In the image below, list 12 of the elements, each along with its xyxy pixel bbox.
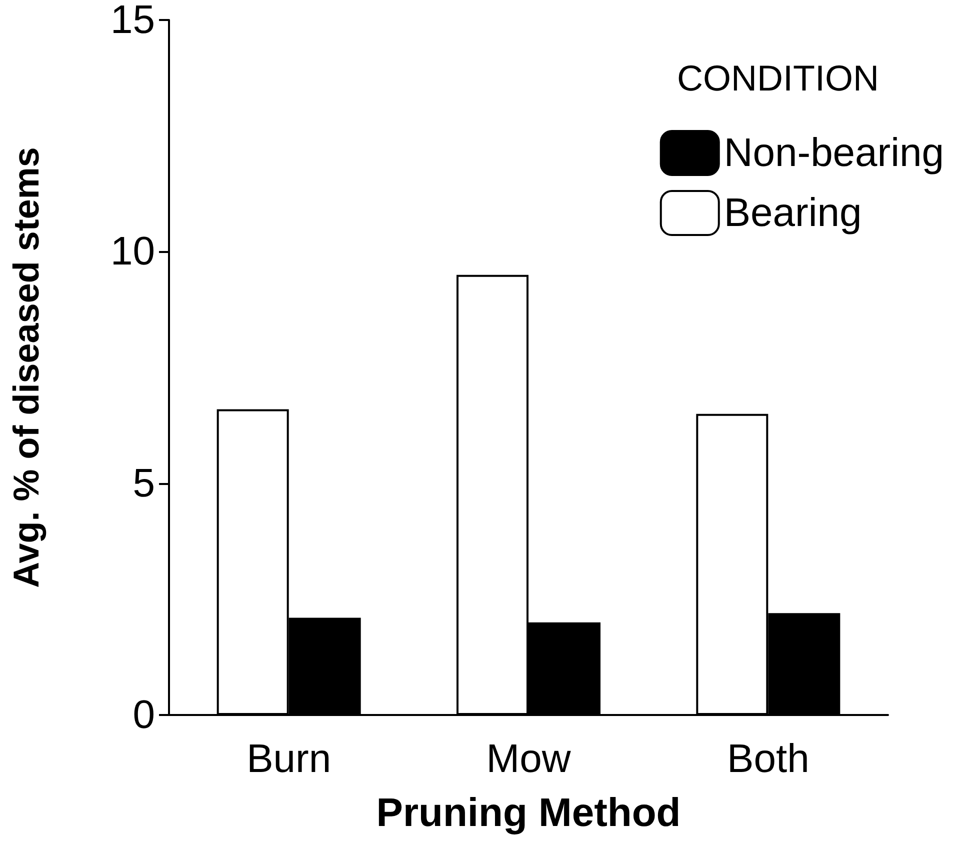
legend-label: Non-bearing xyxy=(724,131,944,175)
y-tick-label: 10 xyxy=(110,230,155,274)
y-tick-label: 5 xyxy=(132,461,155,506)
x-tick-label: Both xyxy=(727,737,810,781)
y-tick-label: 15 xyxy=(110,0,155,42)
x-tick-label: Burn xyxy=(246,737,332,781)
y-axis-title: Avg. % of diseased stems xyxy=(6,147,46,588)
x-tick-label: Mow xyxy=(486,737,571,781)
y-tick-label: 0 xyxy=(132,693,155,737)
legend-title: CONDITION xyxy=(677,58,880,98)
x-axis-title: Pruning Method xyxy=(376,791,681,835)
legend-label: Bearing xyxy=(724,191,862,235)
